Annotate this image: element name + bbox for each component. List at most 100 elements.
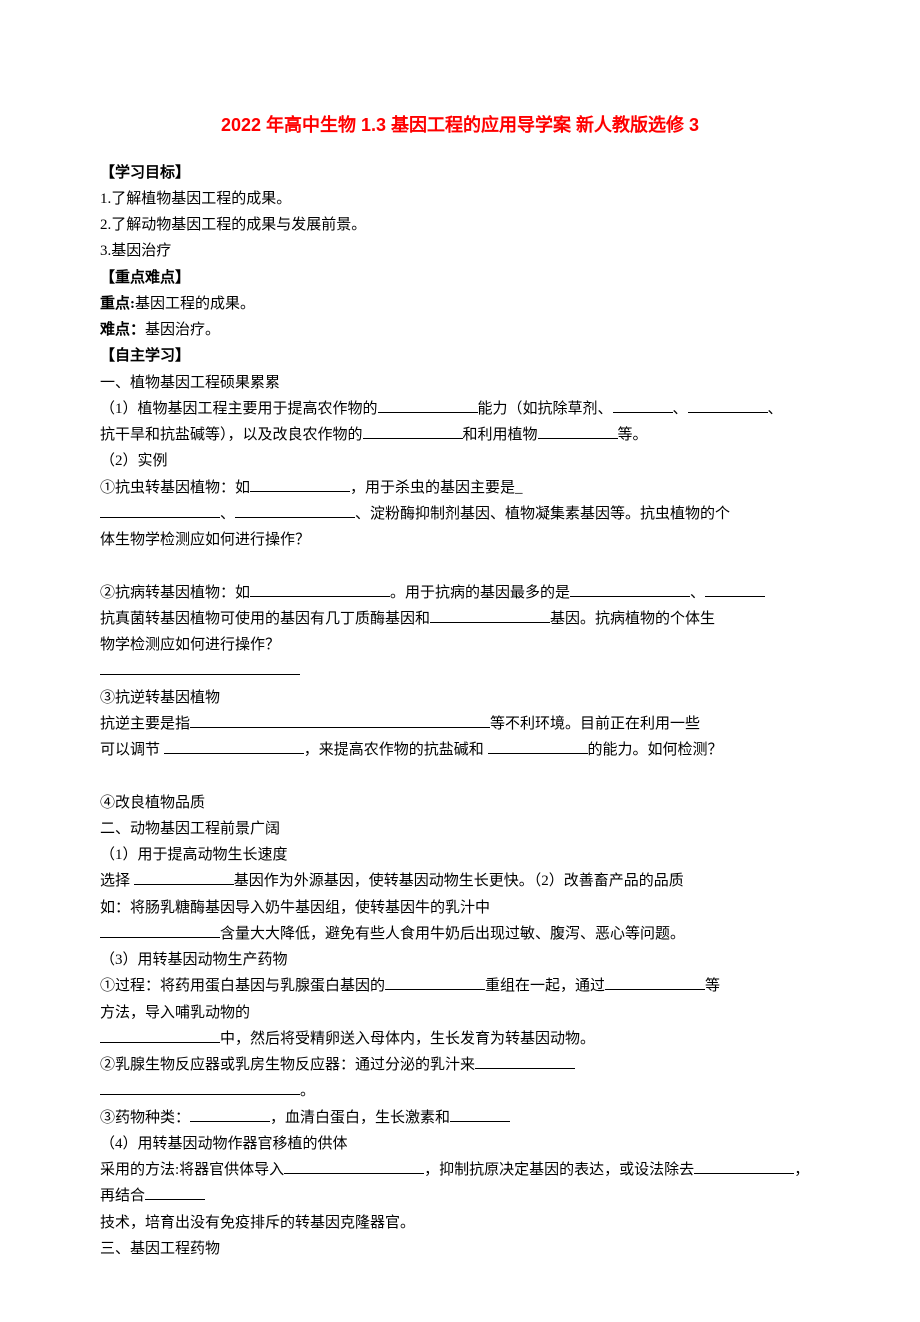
blank-input[interactable] [250,582,390,597]
p1-line2: 抗干旱和抗盐碱等），以及改良农作物的和利用植物等。 [100,422,820,448]
p1-line12: 可以调节 ，来提高农作物的抗盐碱和 的能力。如何检测？ [100,737,820,763]
blank-input[interactable] [250,477,350,492]
key-label: 重点: [100,296,135,312]
document-title: 2022 年高中生物 1.3 基因工程的应用导学案 新人教版选修 3 [100,110,820,142]
p2-line13: 再结合 [100,1183,820,1209]
blank-input[interactable] [488,739,588,754]
blank-input[interactable] [100,923,220,938]
p2-line12: 采用的方法:将器官供体导入 ，抑制抗原决定基因的表达，或设法除去 ， [100,1157,820,1183]
text: 再结合 [100,1188,145,1204]
p2-line3: 如：将肠乳糖酶基因导入奶牛基因组，使转基因牛的乳汁中 [100,895,820,921]
blank-input[interactable] [378,398,478,413]
text: 和利用植物 [463,427,538,443]
animal-heading: 二、动物基因工程前景广阔 [100,816,820,842]
text: 基因作为外源基因，使转基因动物生长更快。（2）改善畜产品的品质 [234,873,684,889]
text: ②抗病转基因植物：如 [100,585,250,601]
blank-input[interactable] [430,608,550,623]
difficulty-row: 难点：基因治疗。 [100,317,820,343]
p1-line4: ①抗虫转基因植物：如 ，用于杀虫的基因主要是_ [100,475,820,501]
text: 等 [705,978,720,994]
text: 、 [768,401,783,417]
p1-line3: （2）实例 [100,448,820,474]
text: 、 [690,585,705,601]
blank-input[interactable] [100,503,220,518]
text: ③药物种类： [100,1110,190,1126]
blank-input[interactable] [100,660,300,675]
p1-line1: （1）植物基因工程主要用于提高农作物的能力（如抗除草剂、、、 [100,396,820,422]
p1-line11: 抗逆主要是指 等不利环境。目前正在利用一些 [100,711,820,737]
text: 选择 [100,873,134,889]
p2-line7: 方法，导入哺乳动物的 [100,1000,820,1026]
text: ，抑制抗原决定基因的表达，或设法除去 [424,1162,694,1178]
objectives-head: 【学习目标】 [100,160,820,186]
objective-1: 1.了解植物基因工程的成果。 [100,186,820,212]
text: 抗逆主要是指 [100,716,190,732]
text: 抗真菌转基因植物可使用的基因有几丁质酶基因和 [100,611,430,627]
text: 重组在一起，通过 [485,978,605,994]
objective-3: 3.基因治疗 [100,238,820,264]
text: ，用于杀虫的基因主要是_ [350,480,523,496]
spacer [100,763,820,789]
blank-input[interactable] [385,975,485,990]
text: 中，然后将受精卵送入母体内，生长发育为转基因动物。 [220,1031,595,1047]
blank-input[interactable] [164,739,304,754]
blank-input[interactable] [450,1107,510,1122]
p1-line8: 抗真菌转基因植物可使用的基因有几丁质酶基因和基因。抗病植物的个体生 [100,606,820,632]
plant-heading: 一、植物基因工程硕果累累 [100,370,820,396]
blank-input[interactable] [705,582,765,597]
objective-2: 2.了解动物基因工程的成果与发展前景。 [100,212,820,238]
blank-input[interactable] [538,424,618,439]
text: 采用的方法:将器官供体导入 [100,1162,284,1178]
keypoint-row: 重点:基因工程的成果。 [100,291,820,317]
text: ， [794,1162,809,1178]
text: 的能力。如何检测？ [588,742,723,758]
blank-input[interactable] [134,870,234,885]
blank-input[interactable] [100,1028,220,1043]
p1-line5: 、 、淀粉酶抑制剂基因、植物凝集素基因等。抗虫植物的个 [100,501,820,527]
text: 等。 [618,427,648,443]
spacer [100,553,820,579]
blank-input[interactable] [570,582,690,597]
self-study-head: 【自主学习】 [100,343,820,369]
text: ①过程：将药用蛋白基因与乳腺蛋白基因的 [100,978,385,994]
p2-line9c: 。 [100,1078,820,1104]
drugs-heading: 三、基因工程药物 [100,1236,820,1262]
p2-line1: （1）用于提高动物生长速度 [100,842,820,868]
text: 、 [673,401,688,417]
text: ，来提高农作物的抗盐碱和 [304,742,488,758]
text: 、 [220,506,235,522]
p2-line5: （3）用转基因动物生产药物 [100,947,820,973]
blank-input[interactable] [688,398,768,413]
blank-input[interactable] [145,1185,205,1200]
blank-input[interactable] [284,1159,424,1174]
p2-line2: 选择 基因作为外源基因，使转基因动物生长更快。（2）改善畜产品的品质 [100,868,820,894]
difficulty-text: 基因治疗。 [145,322,220,338]
key-text: 基因工程的成果。 [135,296,255,312]
p2-line4: 含量大大降低，避免有些人食用牛奶后出现过敏、腹泻、恶心等问题。 [100,921,820,947]
text: 含量大大降低，避免有些人食用牛奶后出现过敏、腹泻、恶心等问题。 [220,926,685,942]
blank-input[interactable] [475,1054,575,1069]
text: 等不利环境。目前正在利用一些 [490,716,700,732]
blank-input[interactable] [613,398,673,413]
p1-line7: ②抗病转基因植物：如。用于抗病的基因最多的是、 [100,580,820,606]
title-text: 2022 年高中生物 1.3 基因工程的应用导学案 新人教版选修 3 [221,115,699,135]
blank-input[interactable] [190,713,490,728]
text: ①抗虫转基因植物：如 [100,480,250,496]
text: 。 [300,1083,315,1099]
text: 、淀粉酶抑制剂基因、植物凝集素基因等。抗虫植物的个 [355,506,730,522]
p2-line9: ②乳腺生物反应器或乳房生物反应器：通过分泌的乳汁来 [100,1052,820,1078]
p1-line13: ④改良植物品质 [100,790,820,816]
blank-input[interactable] [363,424,463,439]
difficulty-label: 难点： [100,322,145,338]
p2-line6: ①过程：将药用蛋白基因与乳腺蛋白基因的 重组在一起，通过 等 [100,973,820,999]
blank-input[interactable] [694,1159,794,1174]
text: ②乳腺生物反应器或乳房生物反应器：通过分泌的乳汁来 [100,1057,475,1073]
text: （1）植物基因工程主要用于提高农作物的 [100,401,378,417]
blank-input[interactable] [605,975,705,990]
p2-line8: 中，然后将受精卵送入母体内，生长发育为转基因动物。 [100,1026,820,1052]
text: 可以调节 [100,742,164,758]
blank-input[interactable] [100,1080,300,1095]
text: ，血清白蛋白，生长激素和 [270,1110,450,1126]
blank-input[interactable] [235,503,355,518]
blank-input[interactable] [190,1107,270,1122]
